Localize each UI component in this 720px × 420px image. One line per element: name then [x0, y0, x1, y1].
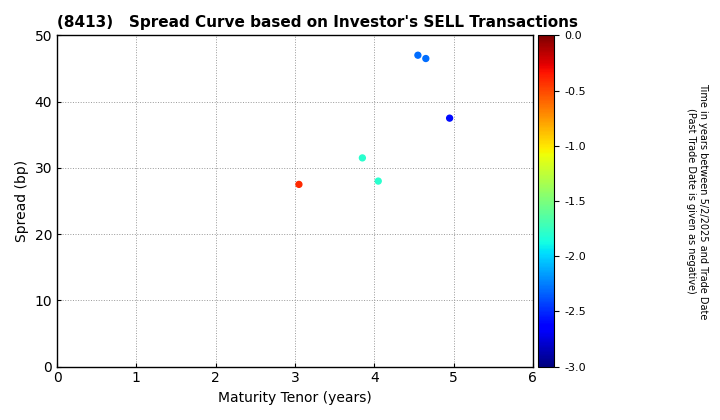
Point: [444, 115, 455, 121]
Point: [420, 55, 431, 62]
Text: (8413)   Spread Curve based on Investor's SELL Transactions: (8413) Spread Curve based on Investor's …: [57, 15, 578, 30]
Point: [356, 155, 368, 161]
Point: [372, 178, 384, 184]
X-axis label: Maturity Tenor (years): Maturity Tenor (years): [218, 391, 372, 405]
Point: [293, 181, 305, 188]
Point: [412, 52, 423, 58]
Y-axis label: Time in years between 5/2/2025 and Trade Date
(Past Trade Date is given as negat: Time in years between 5/2/2025 and Trade…: [686, 83, 708, 319]
Y-axis label: Spread (bp): Spread (bp): [15, 160, 29, 242]
